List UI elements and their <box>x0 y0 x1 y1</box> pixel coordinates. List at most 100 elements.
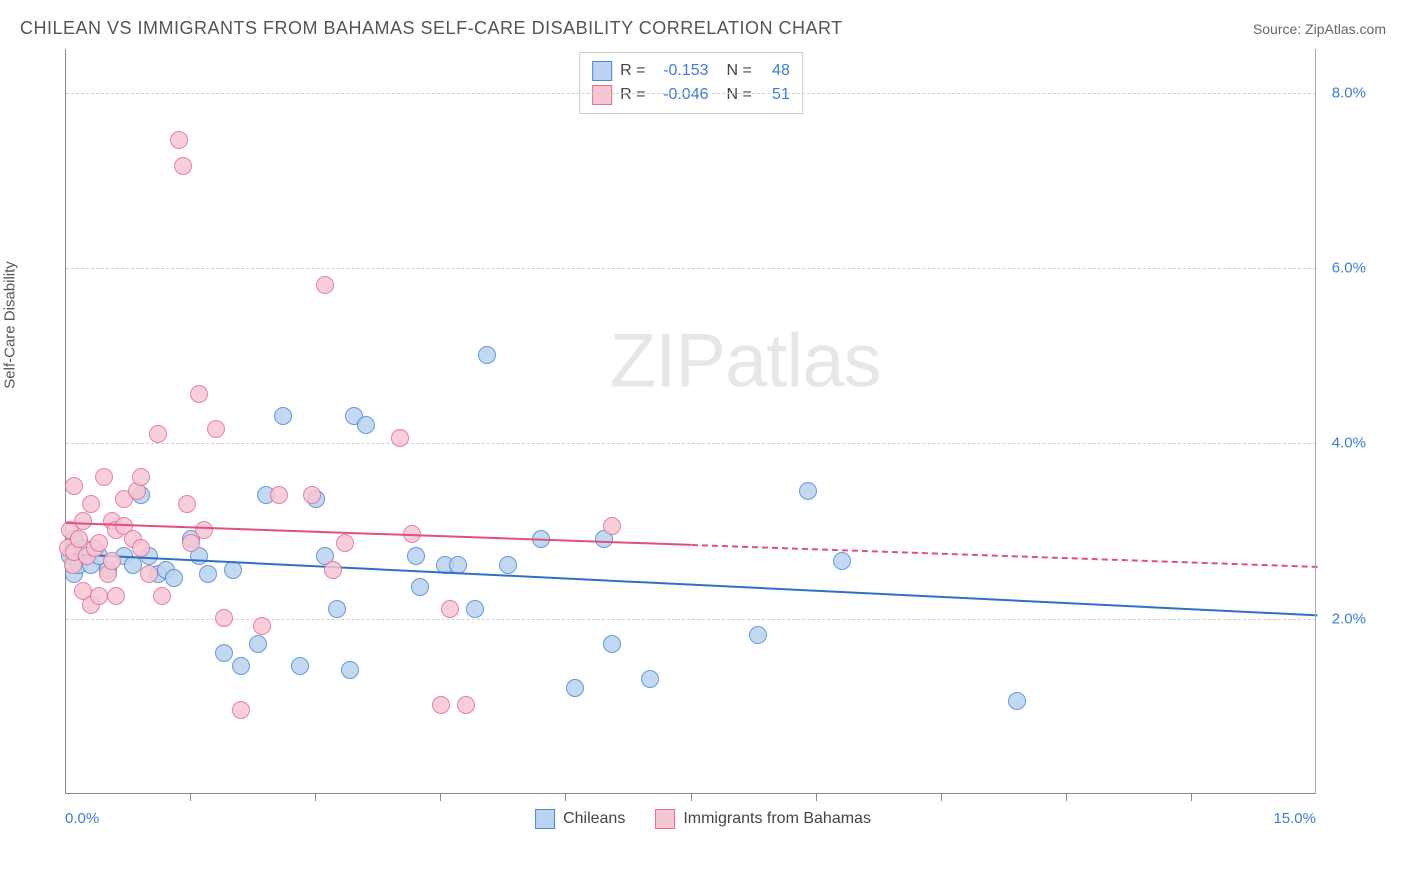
x-tick <box>1066 794 1067 801</box>
data-point <box>466 600 484 618</box>
data-point <box>70 530 88 548</box>
watermark: ZIPatlas <box>610 318 881 405</box>
legend-swatch <box>592 61 612 81</box>
legend-item: Chileans <box>535 809 625 829</box>
data-point <box>215 644 233 662</box>
data-point <box>328 600 346 618</box>
data-point <box>232 701 250 719</box>
data-point <box>457 696 475 714</box>
data-point <box>499 556 517 574</box>
data-point <box>178 495 196 513</box>
data-point <box>291 657 309 675</box>
chart-container: Self-Care Disability ZIPatlas R =-0.153N… <box>20 49 1386 839</box>
data-point <box>833 552 851 570</box>
x-tick <box>565 794 566 801</box>
n-label: N = <box>727 62 752 80</box>
data-point <box>90 587 108 605</box>
series-legend: Chileans Immigrants from Bahamas <box>535 809 871 829</box>
correlation-legend: R = -0.153 N = 48 R = -0.046 N = 51 <box>579 52 803 114</box>
x-tick <box>816 794 817 801</box>
data-point <box>391 429 409 447</box>
data-point <box>749 626 767 644</box>
data-point <box>603 635 621 653</box>
data-point <box>341 661 359 679</box>
y-axis-label: Self-Care Disability <box>2 261 19 389</box>
data-point <box>149 425 167 443</box>
legend-row: R = -0.046 N = 51 <box>592 83 790 107</box>
data-point <box>432 696 450 714</box>
data-point <box>170 131 188 149</box>
data-point <box>478 346 496 364</box>
data-point <box>165 569 183 587</box>
data-point <box>357 416 375 434</box>
y-tick-label: 2.0% <box>1332 610 1366 627</box>
plot-area: ZIPatlas R = -0.153 N = 48 R = -0.046 N = 51 <box>65 49 1316 794</box>
data-point <box>303 486 321 504</box>
data-point <box>603 517 621 535</box>
y-tick-label: 4.0% <box>1332 435 1366 452</box>
data-point <box>641 670 659 688</box>
n-value: 48 <box>760 62 790 80</box>
data-point <box>407 547 425 565</box>
x-tick <box>941 794 942 801</box>
legend-row: R = -0.153 N = 48 <box>592 59 790 83</box>
n-label: N = <box>727 86 752 104</box>
data-point <box>566 679 584 697</box>
data-point <box>336 534 354 552</box>
data-point <box>95 468 113 486</box>
data-point <box>324 561 342 579</box>
data-point <box>82 495 100 513</box>
x-axis-max-label: 15.0% <box>1273 810 1316 827</box>
data-point <box>411 578 429 596</box>
data-point <box>74 512 92 530</box>
data-point <box>253 617 271 635</box>
x-tick <box>440 794 441 801</box>
x-tick <box>315 794 316 801</box>
r-label: R = <box>620 86 645 104</box>
data-point <box>107 587 125 605</box>
data-point <box>65 477 83 495</box>
trend-line <box>691 544 1317 568</box>
legend-swatch <box>535 809 555 829</box>
x-tick <box>190 794 191 801</box>
legend-item: Immigrants from Bahamas <box>655 809 871 829</box>
legend-label: Chileans <box>563 810 625 828</box>
legend-label: Immigrants from Bahamas <box>683 810 871 828</box>
gridline <box>66 619 1316 620</box>
r-label: R = <box>620 62 645 80</box>
r-value: -0.046 <box>654 86 709 104</box>
x-axis-min-label: 0.0% <box>65 810 99 827</box>
n-value: 51 <box>760 86 790 104</box>
data-point <box>195 521 213 539</box>
data-point <box>199 565 217 583</box>
gridline <box>66 93 1316 94</box>
data-point <box>274 407 292 425</box>
data-point <box>215 609 233 627</box>
trend-line <box>66 553 1317 616</box>
data-point <box>132 468 150 486</box>
data-point <box>799 482 817 500</box>
x-tick <box>1191 794 1192 801</box>
data-point <box>316 276 334 294</box>
data-point <box>249 635 267 653</box>
data-point <box>270 486 288 504</box>
legend-swatch <box>592 85 612 105</box>
gridline <box>66 443 1316 444</box>
data-point <box>207 420 225 438</box>
data-point <box>153 587 171 605</box>
data-point <box>232 657 250 675</box>
data-point <box>103 552 121 570</box>
y-tick-label: 8.0% <box>1332 84 1366 101</box>
r-value: -0.153 <box>654 62 709 80</box>
x-tick <box>691 794 692 801</box>
gridline <box>66 268 1316 269</box>
data-point <box>190 385 208 403</box>
data-point <box>124 556 142 574</box>
y-tick-label: 6.0% <box>1332 260 1366 277</box>
data-point <box>174 157 192 175</box>
data-point <box>132 539 150 557</box>
data-point <box>90 534 108 552</box>
data-point <box>140 565 158 583</box>
data-point <box>1008 692 1026 710</box>
source-label: Source: ZipAtlas.com <box>1253 21 1386 37</box>
